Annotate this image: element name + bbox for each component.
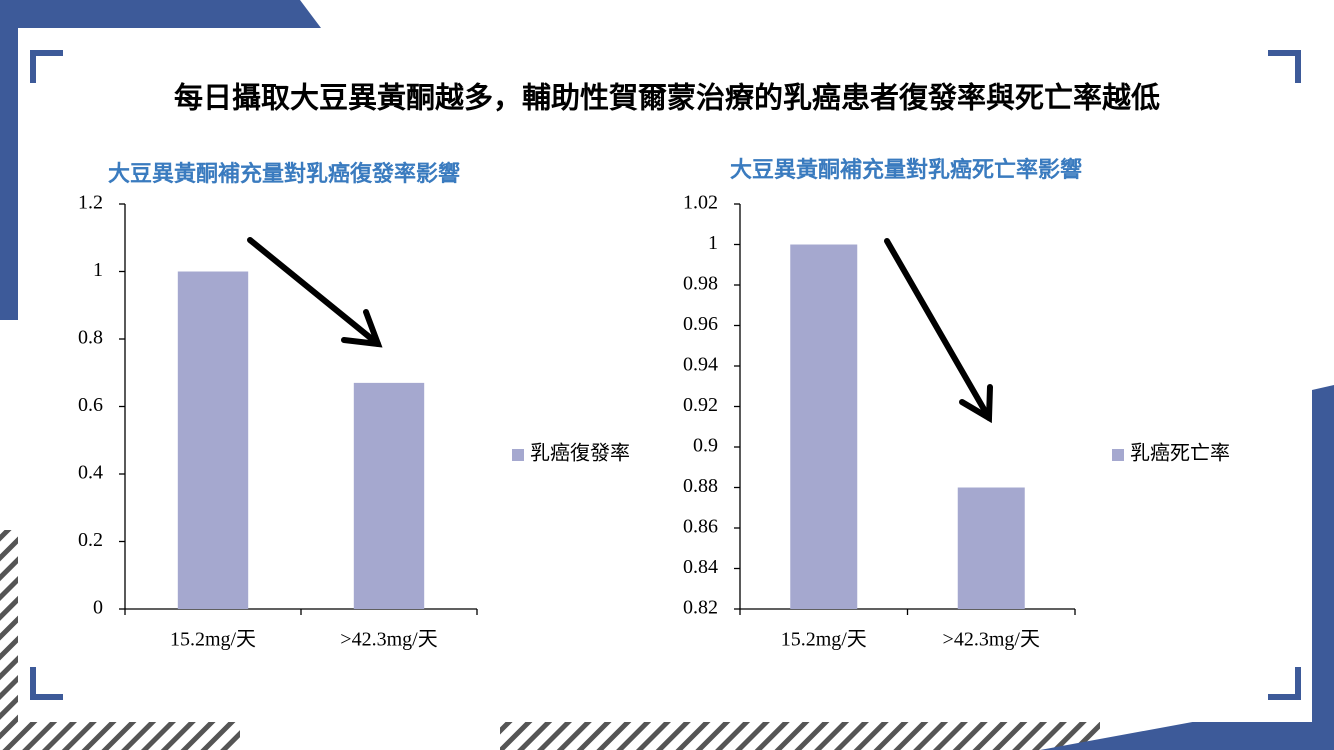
- y-tick-label: 1.2: [78, 192, 103, 214]
- y-tick-label: 0: [93, 597, 103, 619]
- y-tick-label: 0.82: [683, 597, 718, 619]
- bar: [353, 382, 425, 609]
- chart-title: 大豆異黃酮補充量對乳癌死亡率影響: [730, 157, 1082, 182]
- y-tick-label: 0.92: [683, 394, 718, 416]
- y-tick-label: 0.2: [78, 529, 103, 551]
- y-tick-label: 0.84: [683, 556, 718, 578]
- legend-swatch: [512, 449, 524, 461]
- legend-label: 乳癌復發率: [530, 442, 630, 465]
- slide-title: 每日攝取大豆異黃酮越多，輔助性賀爾蒙治療的乳癌患者復發率與死亡率越低: [174, 81, 1160, 115]
- y-tick-label: 1.02: [683, 192, 718, 214]
- bar: [177, 271, 249, 609]
- x-tick-label: 15.2mg/天: [781, 629, 867, 651]
- y-tick-label: 1: [93, 259, 103, 281]
- x-tick-label: 15.2mg/天: [170, 629, 256, 651]
- y-tick-label: 0.8: [78, 327, 103, 349]
- chart-title: 大豆異黃酮補充量對乳癌復發率影響: [108, 161, 460, 186]
- y-tick-label: 0.86: [683, 516, 718, 538]
- bar: [790, 244, 858, 609]
- legend-swatch: [1112, 449, 1124, 461]
- trend-arrow: [247, 237, 383, 348]
- y-tick-label: 0.94: [683, 354, 718, 376]
- legend-label: 乳癌死亡率: [1130, 442, 1230, 465]
- bar: [957, 487, 1025, 609]
- x-tick-label: >42.3mg/天: [340, 629, 437, 651]
- y-tick-label: 0.88: [683, 475, 718, 497]
- y-tick-label: 0.9: [693, 435, 718, 457]
- y-tick-label: 0.98: [683, 273, 718, 295]
- y-tick-label: 0.6: [78, 394, 103, 416]
- y-tick-label: 0.96: [683, 313, 718, 335]
- y-tick-label: 0.4: [78, 462, 103, 484]
- y-tick-label: 1: [708, 232, 718, 254]
- corner-brackets: [30, 50, 1301, 700]
- trend-arrow: [884, 238, 993, 424]
- x-tick-label: >42.3mg/天: [943, 629, 1040, 651]
